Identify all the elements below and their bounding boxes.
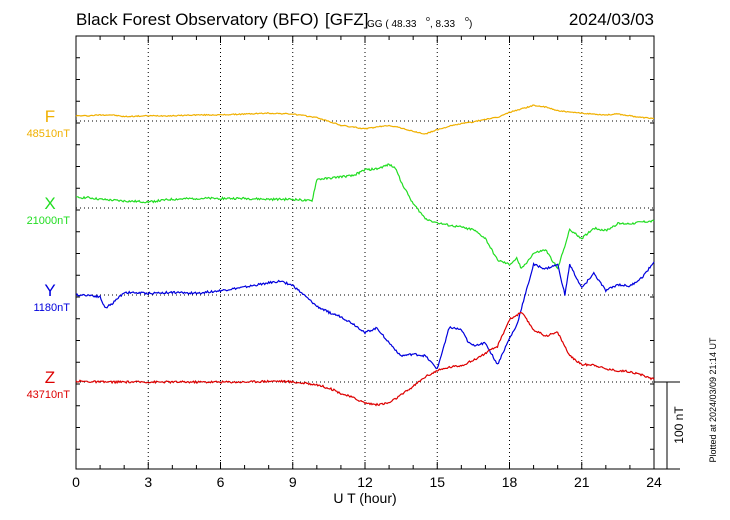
series-name-F: F (45, 107, 55, 126)
plot-frame (75, 35, 655, 470)
series-name-Z: Z (45, 368, 55, 387)
chart-title: Black Forest Observatory (BFO) (76, 10, 319, 29)
scale-bar-label: 100 nT (672, 406, 686, 444)
series-name-X: X (44, 194, 55, 213)
series-baseline-Y: 1180nT (34, 302, 71, 314)
series-baseline-Z: 43710nT (27, 389, 71, 401)
x-axis-label: U T (hour) (333, 490, 396, 506)
series-line-Y (75, 261, 655, 370)
series-baseline-F: 48510nT (27, 128, 71, 140)
x-tick-label-0: 0 (72, 474, 80, 490)
x-tick-label-3: 3 (144, 474, 152, 490)
degree-mark-1: o (426, 16, 430, 23)
series-name-Y: Y (44, 281, 55, 300)
chart-date: 2024/03/03 (569, 10, 654, 29)
plotted-timestamp: Plotted at 2024/03/09 21:14 UT (708, 337, 718, 463)
coords-prefix: GG ( 48.33 (367, 19, 417, 30)
x-tick-label-18: 18 (502, 474, 518, 490)
series-line-Z (75, 311, 655, 407)
series-labels: F 48510nT X 21000nT Y 1180nT Z 43710nT (27, 107, 71, 401)
x-tick-label-24: 24 (646, 474, 662, 490)
gfz-label: [GFZ] (325, 10, 368, 29)
coords-end: ) (469, 19, 472, 30)
degree-mark-2: o (465, 16, 469, 23)
series-line-X (75, 163, 655, 270)
scale-bar: 100 nT (654, 381, 686, 470)
series-baseline-X: 21000nT (27, 215, 71, 227)
x-tick-label-9: 9 (289, 474, 297, 490)
x-tick-label-12: 12 (357, 474, 373, 490)
x-tick-label-21: 21 (574, 474, 590, 490)
series-lines (75, 104, 655, 407)
coords-suffix: , 8.33 (430, 19, 455, 30)
series-line-F (75, 104, 654, 135)
x-tick-label-6: 6 (217, 474, 225, 490)
x-tick-label-15: 15 (429, 474, 445, 490)
x-tick-labels: 0 3 6 9 12 15 18 21 24 (72, 474, 662, 490)
